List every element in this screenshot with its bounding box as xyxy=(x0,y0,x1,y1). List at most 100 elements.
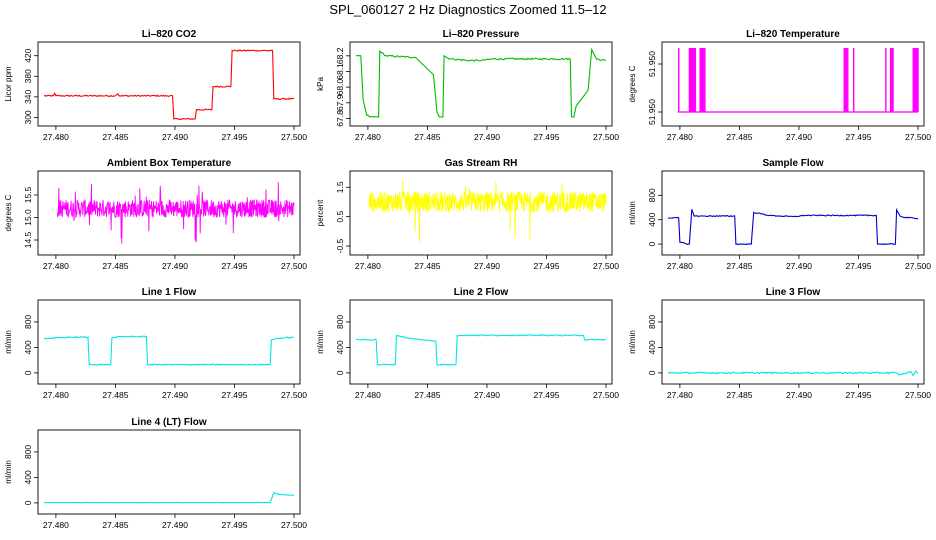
x-tick-label: 27.485 xyxy=(726,390,752,400)
plot-frame xyxy=(661,299,925,385)
x-tick-label: 27.500 xyxy=(281,390,307,400)
series-line xyxy=(43,335,295,366)
y-tick-label: 0 xyxy=(23,500,33,505)
panel-8: Line 3 Flow ml/min 27.480 27.485 27.490 27.49… xyxy=(628,287,931,400)
plot-frame xyxy=(37,41,301,127)
y-tick-label: 67.8 xyxy=(335,110,345,127)
plot-frame xyxy=(37,429,301,515)
panel-title: Li–820 Temperature xyxy=(746,29,840,40)
panel-title: Li–820 Pressure xyxy=(443,29,520,40)
x-tick-label: 27.500 xyxy=(905,390,931,400)
y-tick-label: 68.0 xyxy=(335,79,345,96)
series-line xyxy=(355,334,607,366)
series-line xyxy=(56,182,295,244)
series-line xyxy=(43,49,295,121)
y-tick-label: 68.2 xyxy=(335,47,345,64)
panel-7: Line 2 Flow ml/min 27.480 27.485 27.490 27.49… xyxy=(316,287,619,400)
x-tick-label: 27.495 xyxy=(533,390,559,400)
x-tick-label: 27.495 xyxy=(221,390,247,400)
x-tick-label: 27.485 xyxy=(414,390,440,400)
y-tick-label: 800 xyxy=(647,188,657,202)
x-tick-label: 27.480 xyxy=(667,261,693,271)
x-tick-label: 27.480 xyxy=(43,261,69,271)
y-tick-label: 800 xyxy=(23,315,33,329)
panel-9: Line 4 (LT) Flow ml/min 27.480 27.485 27.490… xyxy=(4,417,307,530)
x-tick-label: 27.495 xyxy=(533,132,559,142)
y-axis-label: percent xyxy=(316,199,325,226)
x-tick-label: 27.485 xyxy=(414,261,440,271)
x-tick-label: 27.495 xyxy=(221,261,247,271)
y-tick-label: 400 xyxy=(647,212,657,226)
y-tick-label: -0.5 xyxy=(335,238,345,253)
panel-title: Line 3 Flow xyxy=(766,287,821,298)
x-tick-label: 27.485 xyxy=(726,132,752,142)
x-tick-label: 27.480 xyxy=(43,132,69,142)
x-tick-label: 27.495 xyxy=(221,520,247,530)
series-line xyxy=(667,207,919,246)
y-tick-label: 15.5 xyxy=(23,186,33,203)
y-tick-label: 51.950 xyxy=(647,51,657,77)
y-tick-label: 67.9 xyxy=(335,94,345,111)
x-tick-label: 27.485 xyxy=(102,390,128,400)
y-tick-label: 15.0 xyxy=(23,209,33,226)
x-tick-label: 27.500 xyxy=(281,520,307,530)
series-line xyxy=(44,491,295,504)
x-tick-label: 27.480 xyxy=(43,520,69,530)
panel-title: Line 1 Flow xyxy=(142,287,197,298)
plot-frame xyxy=(349,170,613,256)
y-axis-label: ml/min xyxy=(316,330,325,354)
x-tick-label: 27.490 xyxy=(474,132,500,142)
y-tick-label: 1.5 xyxy=(335,181,345,193)
y-axis-label: Licor ppm xyxy=(4,66,13,101)
y-tick-label: 0 xyxy=(647,370,657,375)
y-axis-label: ml/min xyxy=(4,460,13,484)
x-tick-label: 27.495 xyxy=(845,390,871,400)
x-tick-label: 27.500 xyxy=(905,132,931,142)
y-tick-label: 400 xyxy=(335,340,345,354)
x-tick-label: 27.495 xyxy=(221,132,247,142)
y-tick-label: 300 xyxy=(23,110,33,124)
plot-frame xyxy=(661,41,925,127)
x-tick-label: 27.485 xyxy=(726,261,752,271)
panel-title: Line 4 (LT) Flow xyxy=(131,417,207,428)
y-tick-label: 340 xyxy=(23,89,33,103)
plot-frame xyxy=(349,299,613,385)
x-tick-label: 27.490 xyxy=(786,132,812,142)
panel-title: Ambient Box Temperature xyxy=(107,158,232,169)
panel-5: Sample Flow ml/min 27.480 27.485 27.490 27.49… xyxy=(628,158,931,271)
y-axis-label: kPa xyxy=(316,77,325,91)
y-tick-label: 0 xyxy=(647,241,657,246)
x-tick-label: 27.500 xyxy=(281,261,307,271)
panel-title: Sample Flow xyxy=(762,158,823,169)
x-tick-label: 27.495 xyxy=(845,132,871,142)
y-axis-label: ml/min xyxy=(628,201,637,225)
x-tick-label: 27.500 xyxy=(593,390,619,400)
series-line xyxy=(368,180,607,242)
y-axis-label: ml/min xyxy=(628,330,637,354)
y-tick-label: 0 xyxy=(335,370,345,375)
x-tick-label: 27.490 xyxy=(474,261,500,271)
panel-4: Gas Stream RH percent 27.480 27.485 27.490 27… xyxy=(316,158,619,271)
x-tick-label: 27.480 xyxy=(667,132,693,142)
x-tick-label: 27.495 xyxy=(533,261,559,271)
series-line xyxy=(355,47,607,118)
y-tick-label: 800 xyxy=(23,445,33,459)
x-tick-label: 27.490 xyxy=(162,132,188,142)
panel-6: Line 1 Flow ml/min 27.480 27.485 27.490 27.49… xyxy=(4,287,307,400)
x-tick-label: 27.495 xyxy=(845,261,871,271)
y-tick-label: 51.950 xyxy=(647,99,657,125)
y-tick-label: 800 xyxy=(335,315,345,329)
x-tick-label: 27.480 xyxy=(355,390,381,400)
panel-3: Ambient Box Temperature degrees C 27.480 27… xyxy=(4,158,307,271)
panel-title: Li–820 CO2 xyxy=(142,29,197,40)
y-tick-label: 0 xyxy=(23,370,33,375)
x-tick-label: 27.490 xyxy=(474,390,500,400)
figure-title: SPL_060127 2 Hz Diagnostics Zoomed 11.5–… xyxy=(329,2,607,17)
y-tick-label: 68.1 xyxy=(335,63,345,80)
x-tick-label: 27.500 xyxy=(905,261,931,271)
x-tick-label: 27.500 xyxy=(281,132,307,142)
x-tick-label: 27.485 xyxy=(102,132,128,142)
y-axis-label: degrees C xyxy=(4,194,13,231)
x-tick-label: 27.480 xyxy=(355,261,381,271)
